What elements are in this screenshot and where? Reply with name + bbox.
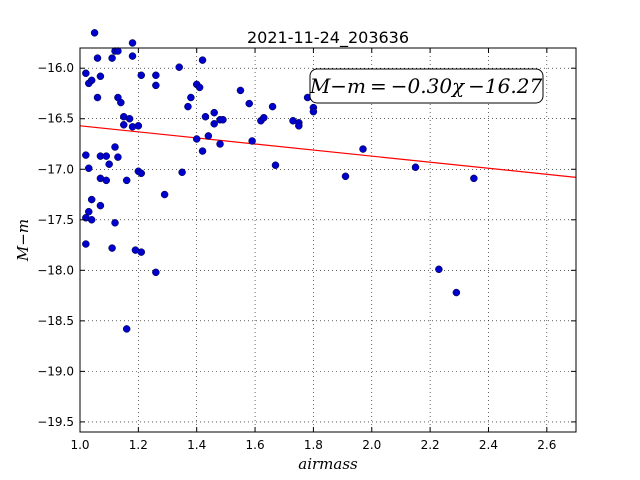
data-point [134,122,143,130]
y-tick-label: −17.0 [37,162,74,176]
plot-frame [79,47,577,433]
data-point [85,207,93,216]
data-point [137,248,146,256]
data-point [87,195,96,204]
data-point [117,98,125,107]
data-point [248,137,256,145]
data-point [152,81,160,90]
data-point [96,72,105,81]
data-point [108,244,116,252]
data-point [128,39,137,47]
data-point [295,122,303,130]
data-point [114,153,122,161]
annotation-frame [309,68,544,104]
data-point [198,56,207,64]
x-tick-label: 2.4 [479,438,498,452]
data-point [93,54,102,62]
data-point [216,140,224,148]
data-point [128,52,137,60]
data-point [359,145,367,153]
x-tick-label: 2.6 [537,438,556,452]
data-point [260,113,268,122]
data-point [122,176,131,185]
x-tick-label: 2.0 [362,438,381,452]
y-tick-label: −18.0 [37,263,74,277]
fit-annotation-box: M−m = −0.30χ −16.27 [309,68,544,104]
data-point [152,268,160,277]
data-point [152,71,160,80]
data-point [178,168,186,177]
data-point [411,163,420,171]
data-points [82,29,478,333]
y-tick-label: −19.0 [37,364,74,378]
data-point [210,120,218,128]
data-point [87,76,96,85]
data-point [85,164,93,173]
data-point [198,147,207,155]
y-tick-label: −17.5 [37,213,74,227]
data-point [192,135,201,143]
data-point [236,86,245,95]
y-tick-label: −18.5 [37,314,74,328]
grid [79,48,576,432]
data-point [435,265,443,274]
fit-line-layer [79,125,577,178]
data-point [102,176,111,185]
x-tick-label: 1.6 [246,438,265,452]
data-point [204,132,213,140]
data-point [111,219,119,227]
data-point [114,47,122,55]
data-point [102,152,111,160]
data-point [122,325,131,333]
data-point [137,71,146,80]
data-point [120,121,128,129]
data-point [245,99,253,108]
fit-line [79,125,577,178]
data-point [309,107,318,116]
data-point [108,54,116,62]
data-point [93,93,102,102]
fit-equation: M−m = −0.30χ −16.27 [309,74,543,98]
x-tick-label: 1.2 [129,438,148,452]
data-point [137,169,146,178]
plot-area [80,48,576,432]
data-point [82,240,90,248]
data-point [219,115,227,124]
data-point [195,83,204,92]
chart-title: 2021-11-24_203636 [247,28,409,48]
data-point [452,288,461,297]
data-point [470,174,478,183]
axis-ticks: 1.0 1.2 1.4 1.6 1.8 2.0 2.2 2.4 2.6 −16.0 −16.5 −17… [37,48,576,452]
data-point [341,172,350,181]
data-point [96,201,105,210]
data-point [87,216,96,224]
data-point [160,190,169,199]
data-point [271,161,280,169]
data-point [201,112,210,121]
data-point [210,108,218,117]
data-point [187,93,195,102]
data-point [175,63,183,71]
data-point [125,114,134,123]
x-tick-label: 1.4 [187,438,206,452]
y-tick-label: −16.0 [37,61,74,75]
data-point [268,102,277,111]
data-point [82,69,90,78]
data-point [184,102,192,111]
data-point [82,151,90,159]
x-axis-label: airmass [298,455,358,473]
y-tick-label: −16.5 [37,112,74,126]
x-tick-label: 2.2 [421,438,440,452]
data-point [105,160,113,168]
y-tick-label: −19.5 [37,415,74,429]
x-tick-label: 1.8 [304,438,323,452]
data-point [90,29,99,37]
x-tick-label: 1.0 [70,438,89,452]
y-axis-label: M−m [14,219,32,262]
data-point [111,143,119,151]
